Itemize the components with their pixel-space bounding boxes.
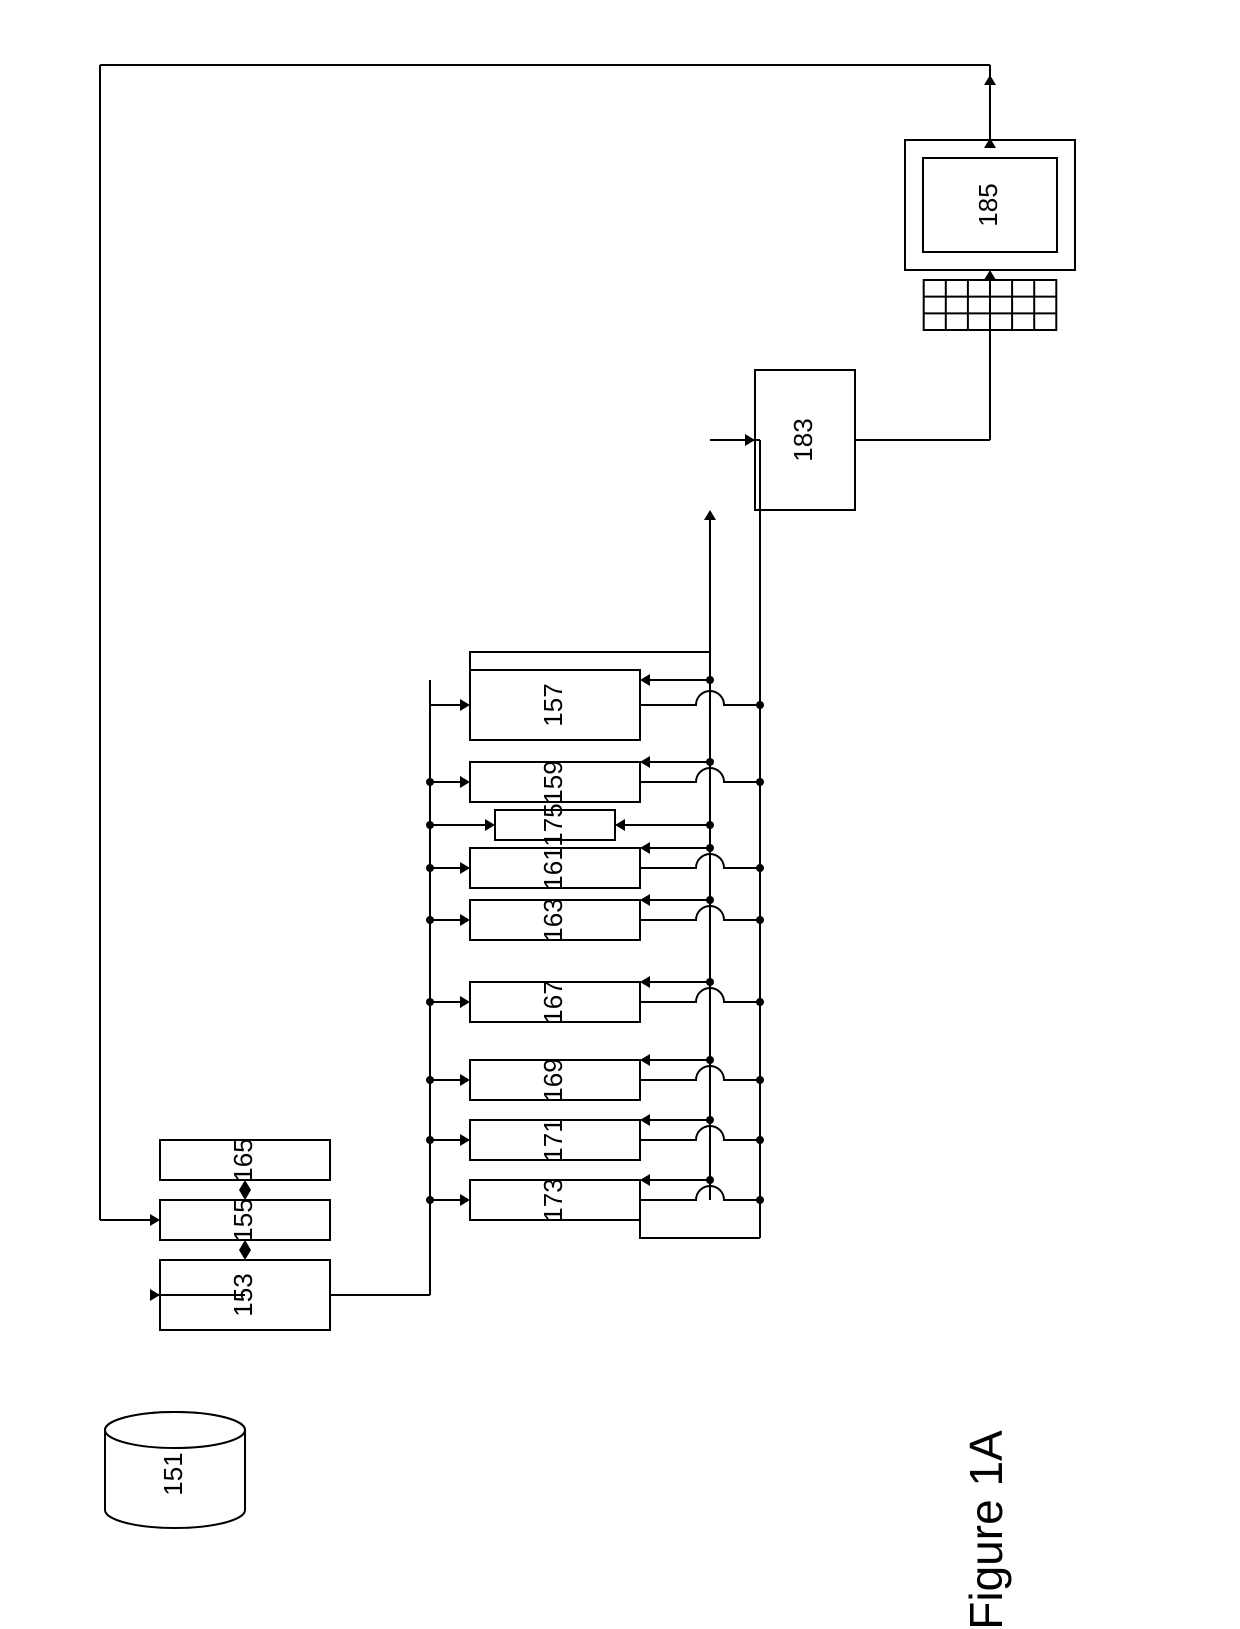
svg-text:183: 183 <box>788 418 818 461</box>
svg-text:159: 159 <box>538 760 568 803</box>
svg-text:167: 167 <box>538 980 568 1023</box>
svg-text:155: 155 <box>228 1198 258 1241</box>
svg-text:161: 161 <box>538 846 568 889</box>
svg-text:163: 163 <box>538 898 568 941</box>
svg-text:175: 175 <box>538 803 568 846</box>
svg-text:185: 185 <box>973 183 1003 226</box>
svg-text:171: 171 <box>538 1118 568 1161</box>
svg-text:151: 151 <box>158 1452 188 1495</box>
svg-text:157: 157 <box>538 683 568 726</box>
svg-text:Figure 1A: Figure 1A <box>960 1430 1012 1629</box>
svg-text:165: 165 <box>228 1138 258 1181</box>
svg-text:173: 173 <box>538 1178 568 1221</box>
svg-text:169: 169 <box>538 1058 568 1101</box>
